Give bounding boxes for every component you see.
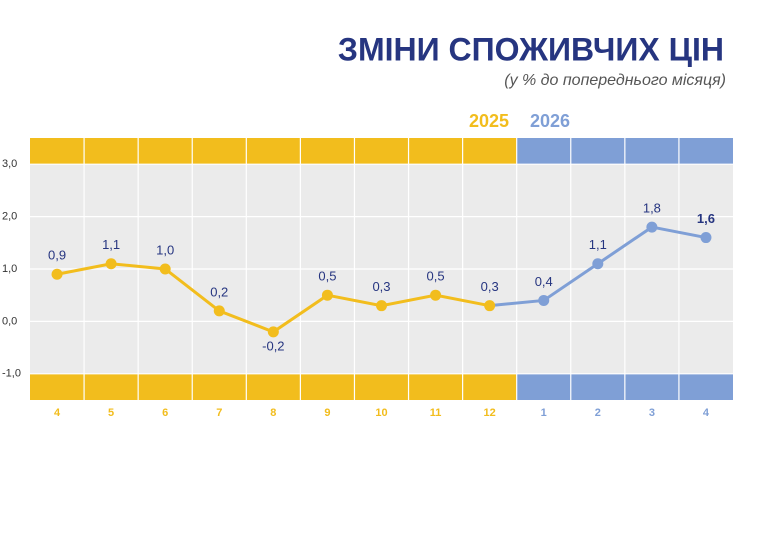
data-label: 1,1 — [589, 237, 607, 252]
bottom-band-cell — [408, 373, 463, 400]
data-point — [51, 268, 63, 280]
x-tick-label: 5 — [108, 407, 114, 419]
data-point — [700, 232, 712, 244]
bottom-band-cell — [570, 373, 625, 400]
data-label: 0,5 — [427, 269, 445, 284]
data-point — [267, 326, 279, 338]
data-point — [105, 258, 117, 270]
data-label: 1,1 — [102, 237, 120, 252]
data-point — [430, 289, 442, 301]
x-tick-label: 4 — [703, 407, 710, 419]
chart-subtitle: (у % до попереднього місяця) — [504, 72, 726, 89]
bottom-band-cell — [516, 373, 571, 400]
top-band-cell — [408, 138, 463, 165]
y-tick-label: 1,0 — [2, 263, 17, 275]
bottom-band-cell — [84, 373, 139, 400]
bottom-band-cell — [30, 373, 85, 400]
chart-title: ЗМІНИ СПОЖИВЧИХ ЦІН — [338, 31, 724, 67]
bottom-band-cell — [624, 373, 679, 400]
data-label: 0,3 — [481, 279, 499, 294]
y-tick-label: 2,0 — [2, 211, 17, 223]
bottom-band-cell — [138, 373, 193, 400]
bottom-band-cell — [246, 373, 301, 400]
top-band-cell — [84, 138, 139, 165]
y-tick-label: 0,0 — [2, 315, 17, 327]
y-tick-label: -1,0 — [2, 368, 21, 380]
x-tick-label: 1 — [541, 407, 547, 419]
top-band-cell — [624, 138, 679, 165]
x-tick-label: 12 — [484, 407, 496, 419]
x-tick-label: 6 — [162, 407, 168, 419]
series-connector — [489, 298, 544, 308]
top-band-cell — [300, 138, 355, 165]
data-label: 0,2 — [210, 284, 228, 299]
data-point — [321, 289, 333, 301]
data-label: 0,3 — [372, 279, 390, 294]
top-band-cell — [462, 138, 517, 165]
data-point — [484, 300, 496, 312]
data-point — [646, 221, 658, 233]
data-label: -0,2 — [262, 338, 284, 353]
y-tick-label: 3,0 — [2, 158, 17, 170]
x-tick-label: 10 — [375, 407, 387, 419]
data-label: 0,9 — [48, 248, 66, 263]
legend-label: 2025 — [469, 111, 509, 131]
bottom-band-cell — [354, 373, 409, 400]
x-tick-label: 2 — [595, 407, 601, 419]
x-tick-label: 3 — [649, 407, 655, 419]
data-label: 1,0 — [156, 242, 174, 257]
x-tick-label: 11 — [430, 407, 442, 419]
data-point — [538, 294, 550, 306]
data-label: 1,8 — [643, 201, 661, 216]
top-band-cell — [246, 138, 301, 165]
data-point — [592, 258, 604, 270]
data-point — [213, 305, 225, 317]
bottom-band-cell — [678, 373, 733, 400]
data-label: 0,4 — [535, 274, 553, 289]
x-tick-label: 7 — [216, 407, 222, 419]
data-point — [376, 300, 387, 312]
data-label: 1,6 — [697, 211, 715, 226]
bottom-band-cell — [462, 373, 517, 400]
data-point — [159, 263, 171, 275]
legend-label: 2026 — [530, 111, 570, 131]
series-line — [542, 225, 707, 302]
data-label: 0,5 — [318, 269, 336, 284]
x-tick-label: 8 — [270, 407, 276, 419]
top-band-cell — [354, 138, 409, 165]
bottom-band-cell — [300, 373, 355, 400]
x-tick-label: 4 — [54, 407, 61, 419]
bottom-band-cell — [192, 373, 247, 400]
top-band-cell — [138, 138, 193, 165]
top-band-cell — [30, 138, 85, 165]
top-band-cell — [678, 138, 733, 165]
top-band-cell — [516, 138, 571, 165]
top-band-cell — [570, 138, 625, 165]
top-band-cell — [192, 138, 247, 165]
x-tick-label: 9 — [324, 407, 330, 419]
